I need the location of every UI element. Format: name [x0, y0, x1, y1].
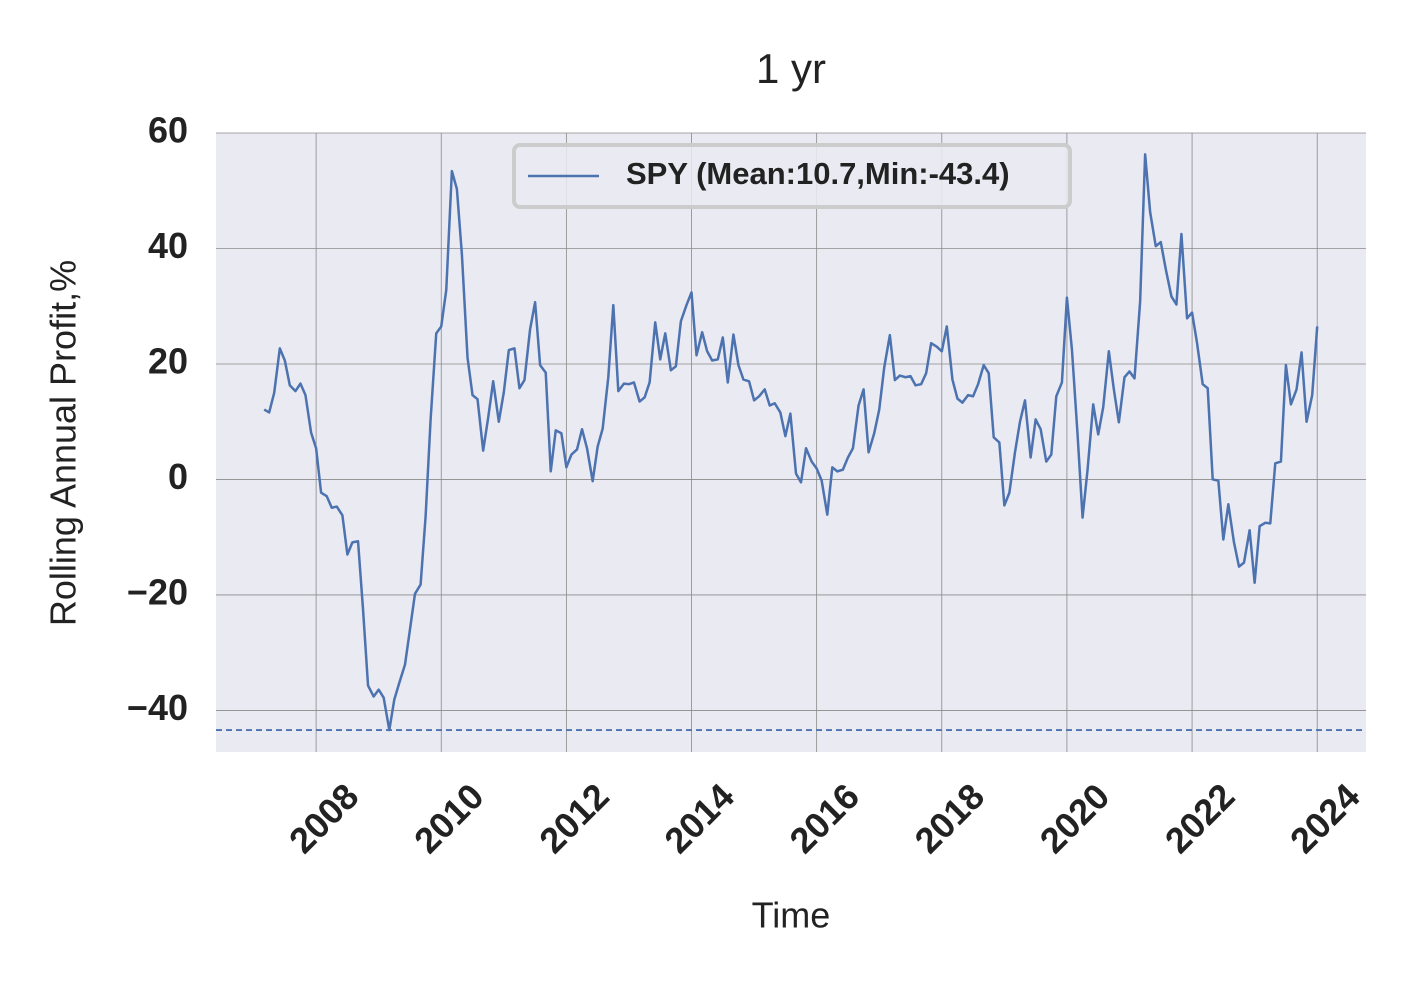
- legend-label: SPY (Mean:10.7,Min:-43.4): [626, 156, 1010, 191]
- y-tick-label: −40: [127, 687, 188, 728]
- y-tick-label: −20: [127, 571, 188, 612]
- x-tick-label: 2024: [1282, 775, 1368, 861]
- y-tick-label: 0: [168, 456, 188, 497]
- data-line: [263, 153, 1319, 732]
- plot-area: [216, 133, 1366, 752]
- legend-box: [512, 143, 1072, 209]
- x-tick-label: 2016: [781, 775, 867, 861]
- x-tick-label: 2020: [1032, 775, 1118, 861]
- x-tick-label: 2010: [406, 775, 492, 861]
- y-tick-label: 20: [148, 340, 188, 381]
- y-tick-label: 40: [148, 225, 188, 266]
- x-tick-label: 2014: [656, 775, 742, 861]
- x-tick-label: 2022: [1157, 775, 1243, 861]
- chart-title: 1 yr: [756, 45, 826, 92]
- y-tick-label: 60: [148, 110, 188, 151]
- x-axis-label: Time: [752, 895, 831, 936]
- x-tick-label: 2008: [281, 775, 367, 861]
- y-axis-label: Rolling Annual Profit,%: [43, 260, 84, 626]
- x-tick-label: 2012: [531, 775, 617, 861]
- x-tick-label: 2018: [907, 775, 993, 861]
